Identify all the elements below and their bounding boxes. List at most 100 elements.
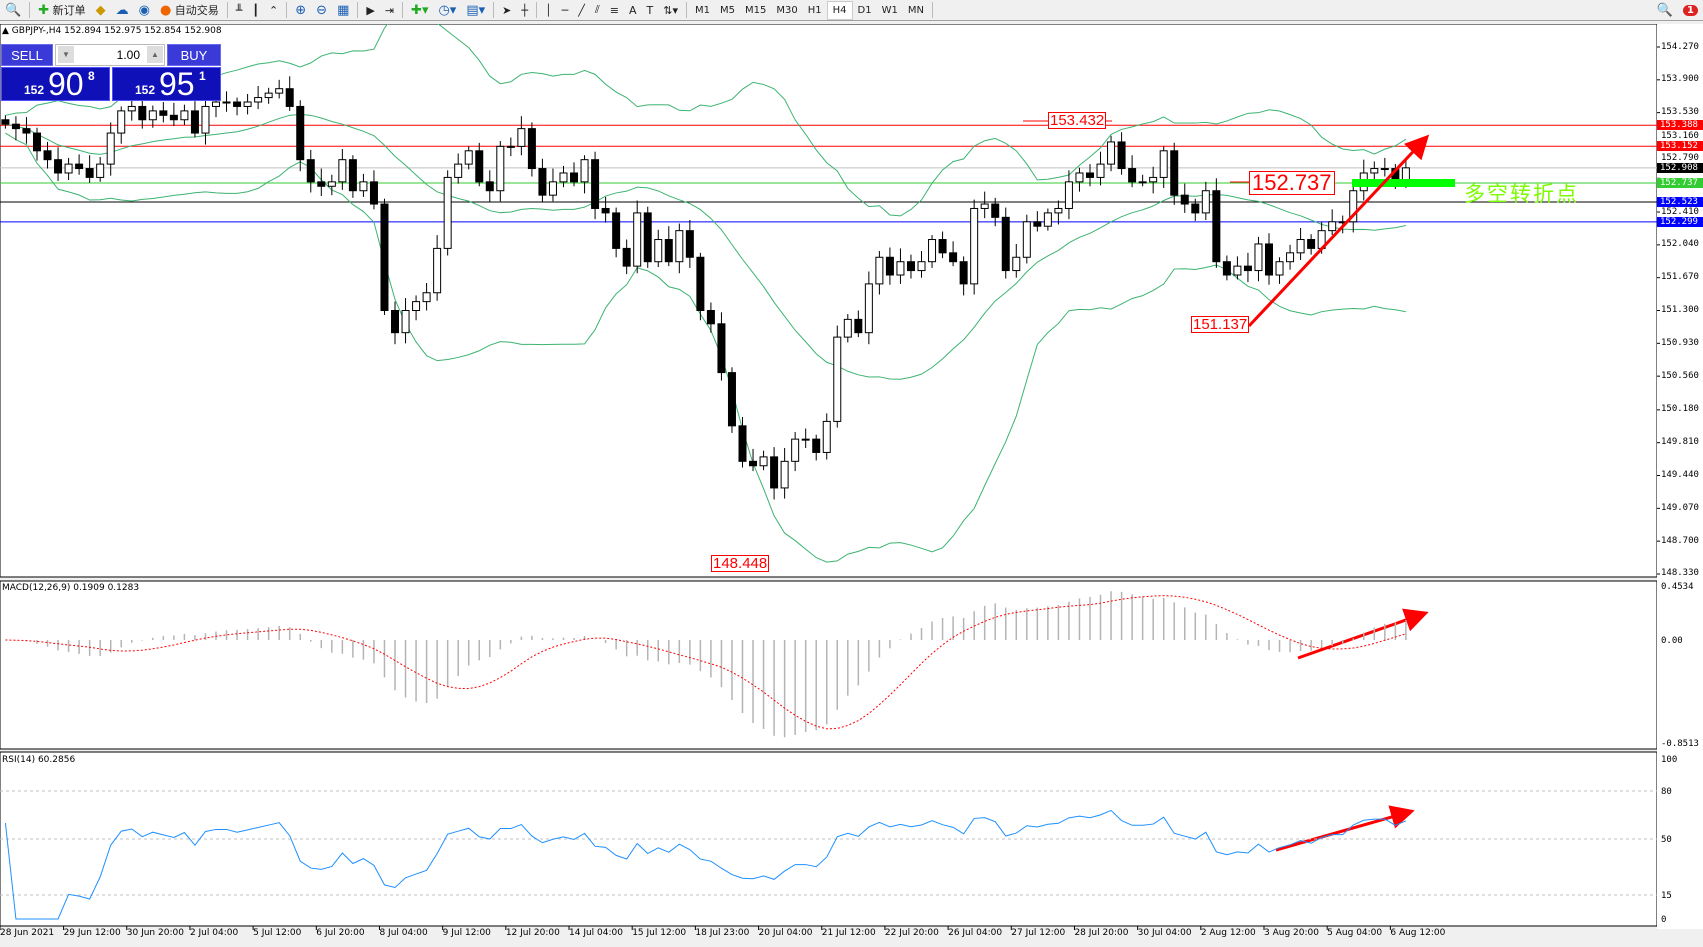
indicators-icon[interactable]: ✚▾ xyxy=(411,2,429,18)
search-icon[interactable]: 🔍 xyxy=(1656,2,1674,18)
candle-body xyxy=(812,438,821,453)
candle-body xyxy=(696,256,705,311)
trendline-icon[interactable]: ╱ xyxy=(578,3,585,17)
auto-trading-label: 自动交易 xyxy=(174,4,219,17)
candle-body xyxy=(190,110,199,134)
candle-body xyxy=(1064,181,1073,209)
price-tick: 148.330 xyxy=(1661,568,1699,579)
fibonacci-icon[interactable]: ≡ xyxy=(609,3,619,17)
zoom-out-icon[interactable]: ⊖ xyxy=(316,2,328,18)
candle-body xyxy=(864,283,873,334)
autoscroll-icon[interactable]: ▶ xyxy=(366,3,375,17)
vertical-line-icon[interactable]: │ xyxy=(545,3,552,17)
candle-body xyxy=(1138,181,1147,184)
candle-body xyxy=(1180,194,1189,205)
price-tick: 152.040 xyxy=(1661,239,1699,250)
candle-body xyxy=(548,181,557,196)
cursor-icon[interactable]: ➤ xyxy=(502,3,512,17)
price-tick: 149.810 xyxy=(1661,437,1699,448)
label-icon[interactable]: T xyxy=(646,3,654,17)
candle-body xyxy=(843,318,852,338)
candle-body xyxy=(1033,221,1042,227)
candle-body xyxy=(717,323,726,374)
buy-button[interactable]: BUY xyxy=(167,44,221,66)
candle-body xyxy=(1170,150,1179,196)
horizontal-line-icon[interactable]: ─ xyxy=(561,3,569,17)
price-tick: 150.560 xyxy=(1661,370,1699,381)
time-tick: 28 Jun 2021 xyxy=(0,928,55,938)
candle-body xyxy=(1265,243,1273,276)
candle-body xyxy=(54,159,63,174)
notifications-button[interactable]: 1 xyxy=(1678,1,1703,20)
price-tick: 151.670 xyxy=(1661,272,1699,283)
timeframe-m1[interactable]: M1 xyxy=(695,4,711,16)
price-tick: 150.930 xyxy=(1661,337,1699,348)
new-order-button[interactable]: ✚ 新订单 xyxy=(33,1,90,20)
candle-chart-icon[interactable]: ┃ xyxy=(252,3,260,17)
lot-increase-button[interactable]: ▲ xyxy=(147,46,163,63)
arrows-icon[interactable]: ⇅▾ xyxy=(663,3,679,17)
candle-body xyxy=(1275,261,1284,276)
low-price-annotation: 148.448 xyxy=(711,555,770,572)
time-tick: 3 Aug 20:00 xyxy=(1264,928,1319,938)
macd-signal-line xyxy=(5,595,1407,730)
auto-trading-button[interactable]: ● 自动交易 xyxy=(155,1,224,20)
candle-body xyxy=(1096,163,1105,178)
timeframe-h1[interactable]: H1 xyxy=(807,4,822,16)
text-icon[interactable]: A xyxy=(629,3,637,17)
timeframe-m30[interactable]: M30 xyxy=(776,4,798,16)
candle-body xyxy=(64,163,73,174)
candle-body xyxy=(475,150,484,183)
timeframe-w1[interactable]: W1 xyxy=(881,4,898,16)
time-tick: 12 Jul 20:00 xyxy=(505,928,560,938)
macd-axis-tick: 0.00 xyxy=(1661,636,1683,646)
macd-panel xyxy=(0,580,1658,750)
candle-body xyxy=(22,128,31,134)
candle-body xyxy=(106,132,115,165)
candle-body xyxy=(1191,203,1200,214)
candle-body xyxy=(622,247,631,267)
market-icon[interactable]: ◉ xyxy=(138,2,150,18)
candle-body xyxy=(1349,190,1358,223)
chart-area[interactable]: 0.4534 0.00 -0.8513 100 80 50 15 0 xyxy=(0,24,1703,947)
templates-icon[interactable]: ▤▾ xyxy=(466,2,486,18)
time-tick: 27 Jul 12:00 xyxy=(1011,928,1066,938)
timeframe-m5[interactable]: M5 xyxy=(720,4,736,16)
line-chart-icon[interactable]: ⌃ xyxy=(269,3,279,17)
candle-body xyxy=(506,145,515,148)
candle-body xyxy=(833,336,842,422)
candle-body xyxy=(633,212,642,267)
candle-body xyxy=(612,212,621,249)
buy-price[interactable]: 152 95 1 xyxy=(112,66,221,102)
price-level-tag: 153.388 xyxy=(1657,120,1703,131)
signals-icon[interactable]: ☁ xyxy=(115,2,129,18)
chart-shift-icon[interactable]: ⇥ xyxy=(384,3,395,17)
sell-button[interactable]: SELL xyxy=(1,44,53,66)
sell-price[interactable]: 152 90 8 xyxy=(1,66,110,102)
candle-body xyxy=(906,261,915,272)
channel-icon[interactable]: ⫽ xyxy=(594,3,600,16)
candle-body xyxy=(643,212,652,263)
timeframe-h4[interactable]: H4 xyxy=(826,0,853,20)
timeframe-d1[interactable]: D1 xyxy=(857,4,872,16)
tile-windows-icon[interactable]: ▦ xyxy=(337,2,350,18)
crosshair-icon[interactable]: ┼ xyxy=(521,3,528,17)
zoom-in-icon[interactable]: ⊕ xyxy=(295,2,307,18)
candle-body xyxy=(1,119,10,125)
search-icon[interactable]: 🔍 xyxy=(5,2,22,18)
chart-symbol-info: GBPJPY-,H4 152.894 152.975 152.854 152.9… xyxy=(11,26,222,36)
time-tick: 2 Aug 12:00 xyxy=(1200,928,1256,938)
lot-decrease-button[interactable]: ▼ xyxy=(58,46,74,63)
time-tick: 29 Jun 12:00 xyxy=(63,928,121,938)
lot-size-input[interactable]: 1.00 xyxy=(55,44,165,66)
candle-body xyxy=(11,123,20,130)
periods-icon[interactable]: ◷▾ xyxy=(438,2,457,18)
new-order-label: 新订单 xyxy=(52,4,86,17)
metaeditor-icon[interactable]: ◆ xyxy=(95,2,106,18)
timeframe-mn[interactable]: MN xyxy=(907,4,924,16)
candle-body xyxy=(1243,265,1252,272)
bar-chart-icon[interactable]: ╨ xyxy=(235,3,243,17)
candle-body xyxy=(1001,216,1010,272)
price-tick: 151.300 xyxy=(1661,304,1699,315)
timeframe-m15[interactable]: M15 xyxy=(745,4,767,16)
